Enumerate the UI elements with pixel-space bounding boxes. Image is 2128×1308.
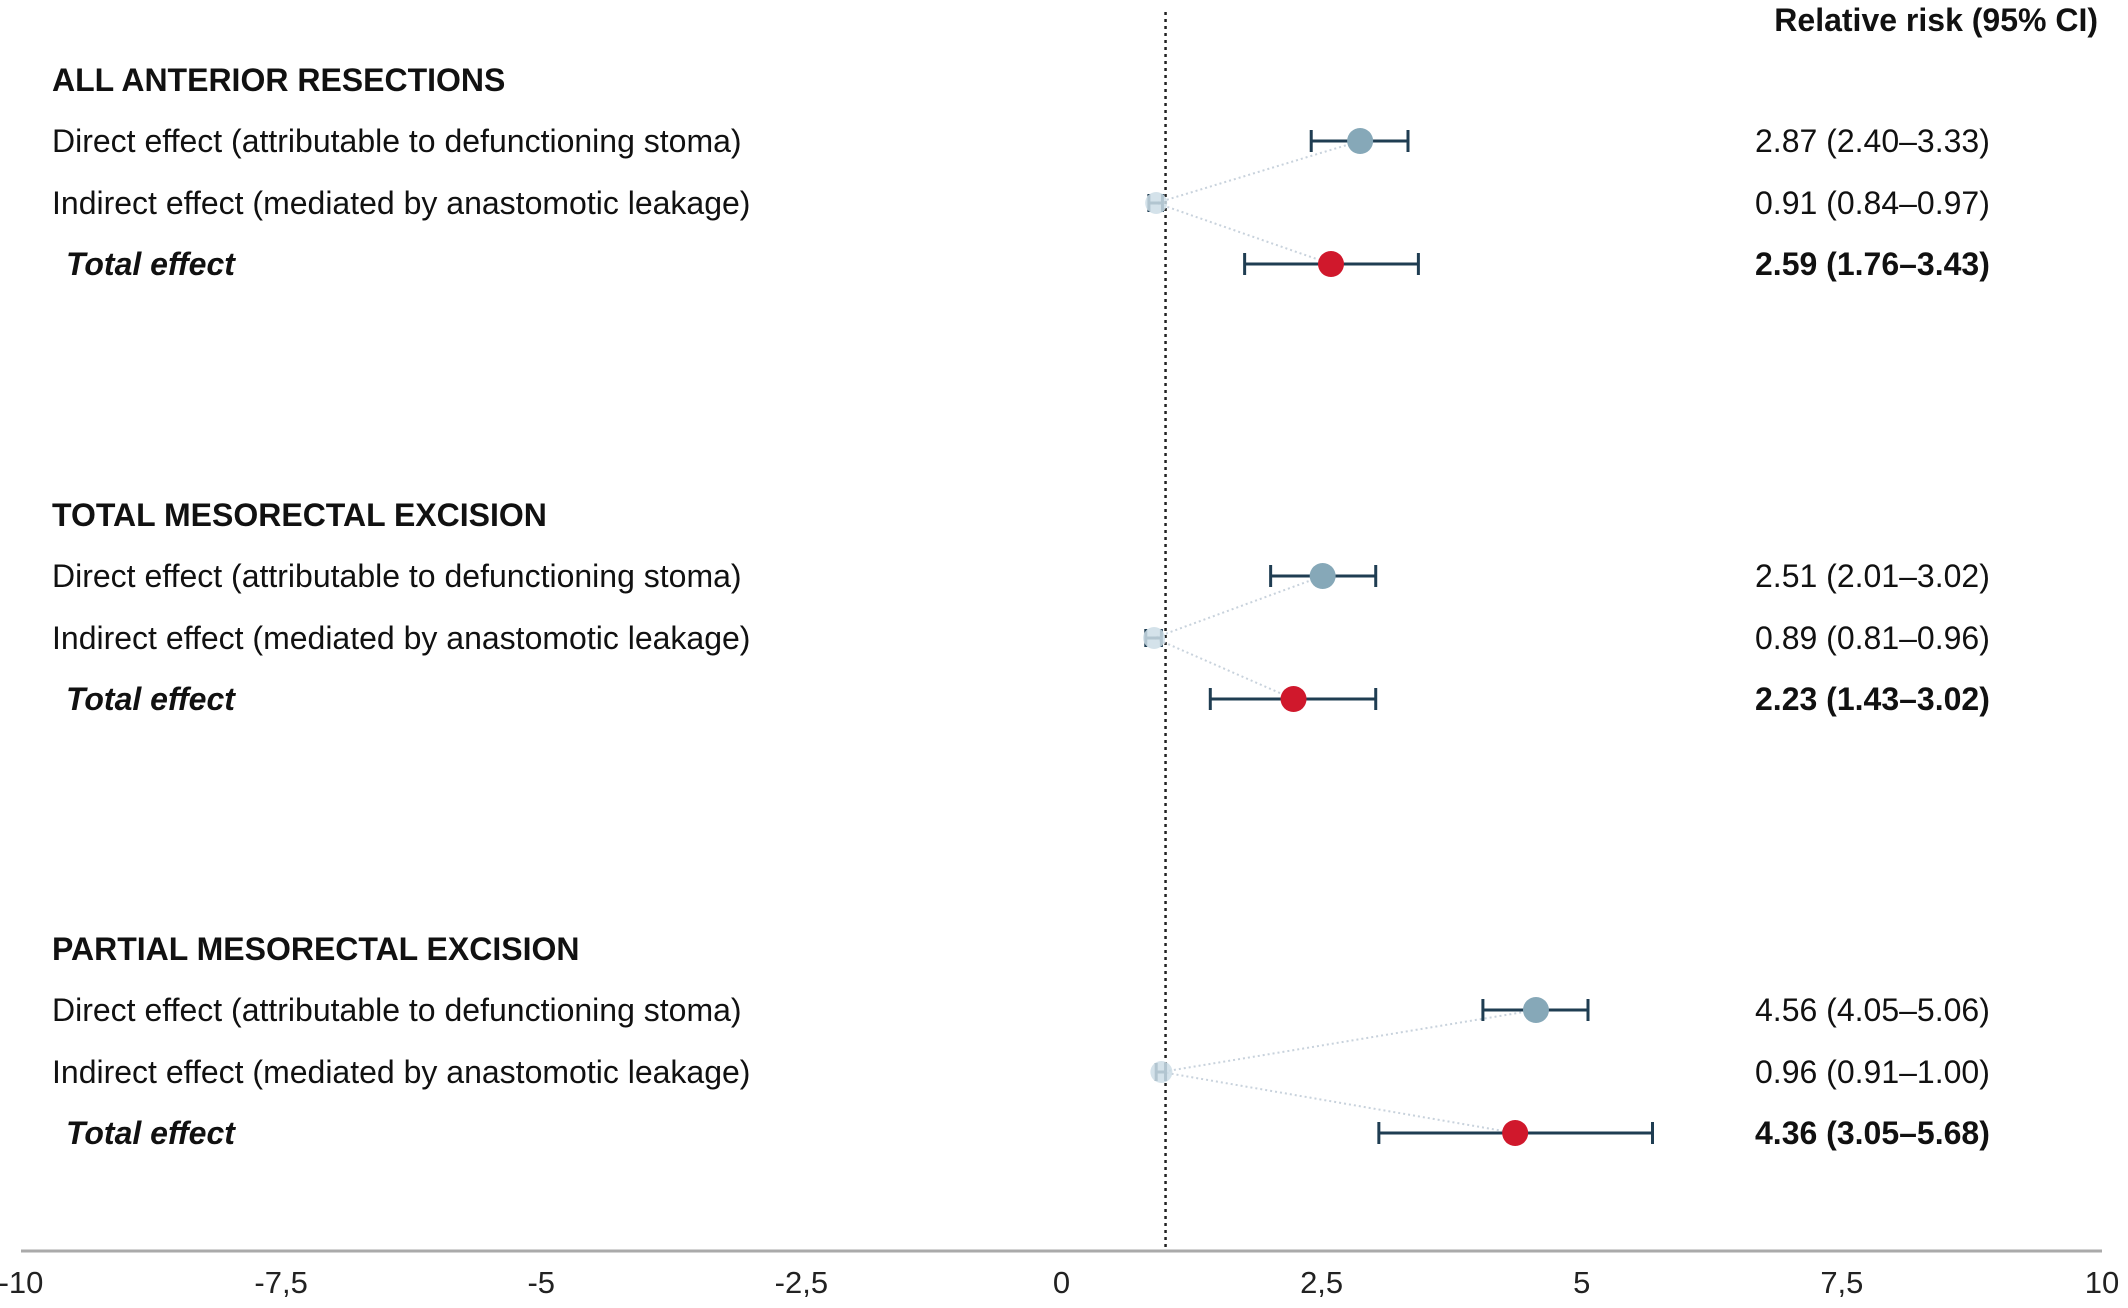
point-estimate-total bbox=[1317, 251, 1344, 277]
forest-rows: ALL ANTERIOR RESECTIONS Direct effect (at… bbox=[52, 62, 1990, 1151]
row-label: Direct effect (attributable to defunctio… bbox=[52, 558, 742, 594]
value-label: 2.51 (2.01–3.02) bbox=[1755, 558, 1990, 594]
value-label: 0.91 (0.84–0.97) bbox=[1755, 185, 1990, 221]
x-tick-label: 5 bbox=[1573, 1265, 1590, 1300]
x-tick-label: -5 bbox=[527, 1265, 555, 1300]
forest-row-indirect: Indirect effect (mediated by anastomotic… bbox=[52, 1054, 1990, 1090]
forest-group: TOTAL MESORECTAL EXCISION Direct effect (… bbox=[52, 497, 1990, 717]
value-label: 2.23 (1.43–3.02) bbox=[1755, 681, 1990, 717]
point-estimate-indirect bbox=[1143, 627, 1166, 649]
point-estimate-total bbox=[1280, 686, 1307, 712]
forest-row-direct: Direct effect (attributable to defunctio… bbox=[52, 558, 1990, 594]
x-tick-label: -2,5 bbox=[775, 1265, 828, 1300]
row-label: Total effect bbox=[66, 246, 236, 282]
x-tick-label: 10 bbox=[2085, 1265, 2119, 1300]
row-label: Indirect effect (mediated by anastomotic… bbox=[52, 1054, 750, 1090]
forest-row-indirect: Indirect effect (mediated by anastomotic… bbox=[52, 620, 1990, 656]
x-tick-label: -7,5 bbox=[254, 1265, 307, 1300]
point-estimate-total bbox=[1502, 1120, 1529, 1146]
forest-row-direct: Direct effect (attributable to defunctio… bbox=[52, 992, 1990, 1028]
group-title: ALL ANTERIOR RESECTIONS bbox=[52, 62, 505, 98]
x-tick-label: -10 bbox=[0, 1265, 43, 1300]
x-tick-label: 7,5 bbox=[1820, 1265, 1863, 1300]
value-label: 4.56 (4.05–5.06) bbox=[1755, 992, 1990, 1028]
row-label: Indirect effect (mediated by anastomotic… bbox=[52, 620, 750, 656]
value-label: 0.89 (0.81–0.96) bbox=[1755, 620, 1990, 656]
row-label: Direct effect (attributable to defunctio… bbox=[52, 123, 742, 159]
row-label: Total effect bbox=[66, 1115, 236, 1151]
forest-row-total: Total effect 2.23 (1.43–3.02) bbox=[66, 681, 1990, 717]
connector-lines bbox=[1151, 140, 1537, 1134]
x-tick-label: 2,5 bbox=[1300, 1265, 1343, 1300]
point-estimate-indirect bbox=[1150, 1061, 1173, 1083]
point-estimate-indirect bbox=[1145, 192, 1168, 214]
forest-row-total: Total effect 4.36 (3.05–5.68) bbox=[66, 1115, 1990, 1151]
forest-row-direct: Direct effect (attributable to defunctio… bbox=[52, 123, 1990, 159]
value-label: 2.87 (2.40–3.33) bbox=[1755, 123, 1990, 159]
row-label: Indirect effect (mediated by anastomotic… bbox=[52, 185, 750, 221]
forest-row-indirect: Indirect effect (mediated by anastomotic… bbox=[52, 185, 1990, 221]
ci-column-header: Relative risk (95% CI) bbox=[1774, 2, 2098, 38]
x-axis: -10 -7,5 -5 -2,5 0 2,5 5 7,5 10 bbox=[0, 1249, 2119, 1300]
point-estimate-direct bbox=[1347, 128, 1374, 154]
connector-line bbox=[1151, 575, 1324, 700]
value-label: 4.36 (3.05–5.68) bbox=[1755, 1115, 1990, 1151]
forest-group: ALL ANTERIOR RESECTIONS Direct effect (at… bbox=[52, 62, 1990, 282]
point-estimate-direct bbox=[1522, 997, 1549, 1023]
group-title: PARTIAL MESORECTAL EXCISION bbox=[52, 931, 579, 967]
forest-group: PARTIAL MESORECTAL EXCISION Direct effect… bbox=[52, 931, 1990, 1151]
value-label: 2.59 (1.76–3.43) bbox=[1755, 246, 1990, 282]
group-title: TOTAL MESORECTAL EXCISION bbox=[52, 497, 547, 533]
forest-row-total: Total effect 2.59 (1.76–3.43) bbox=[66, 246, 1990, 282]
row-label: Total effect bbox=[66, 681, 236, 717]
x-tick-label: 0 bbox=[1053, 1265, 1070, 1300]
connector-line bbox=[1152, 140, 1361, 265]
row-label: Direct effect (attributable to defunctio… bbox=[52, 992, 742, 1028]
value-label: 0.96 (0.91–1.00) bbox=[1755, 1054, 1990, 1090]
connector-line bbox=[1161, 1009, 1537, 1134]
point-estimate-direct bbox=[1309, 563, 1336, 589]
